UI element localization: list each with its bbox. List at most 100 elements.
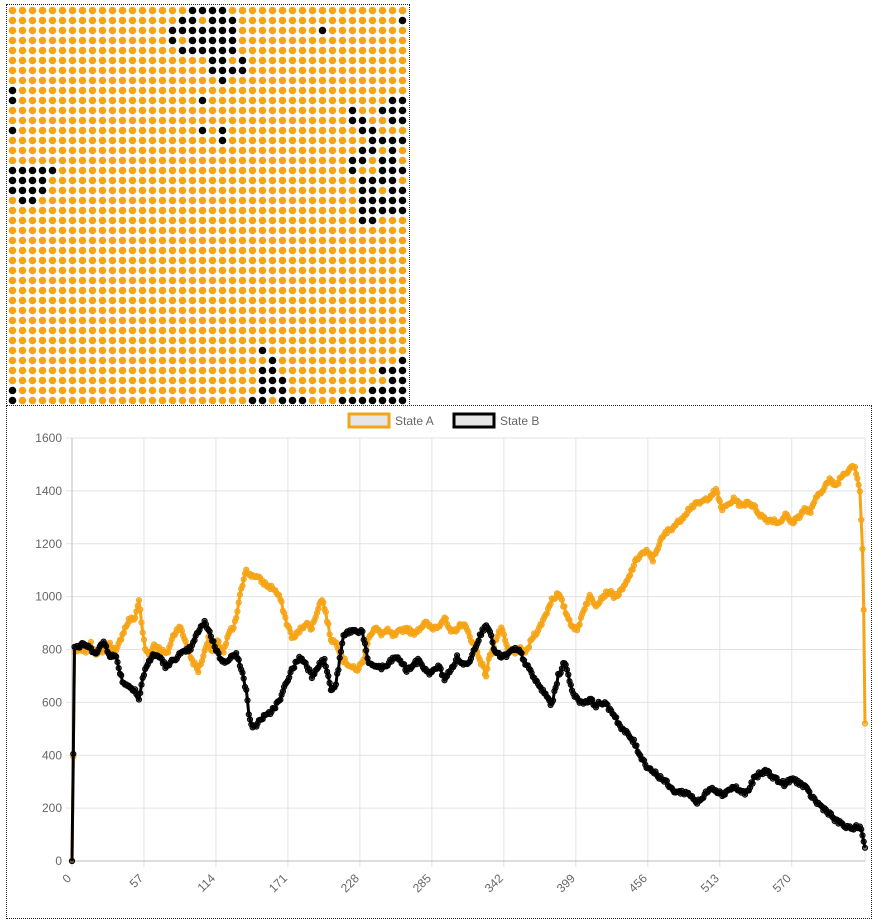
data-point[interactable]: [547, 601, 554, 608]
data-point[interactable]: [215, 638, 222, 645]
data-point[interactable]: [138, 619, 145, 626]
data-point[interactable]: [235, 599, 242, 606]
data-point[interactable]: [320, 599, 327, 606]
data-point[interactable]: [483, 673, 490, 680]
data-point[interactable]: [325, 620, 332, 627]
data-point[interactable]: [567, 681, 574, 688]
data-point[interactable]: [132, 614, 139, 622]
data-point[interactable]: [339, 640, 346, 647]
data-point[interactable]: [278, 598, 285, 605]
data-point[interactable]: [627, 572, 634, 579]
data-point[interactable]: [584, 600, 591, 608]
data-point[interactable]: [240, 576, 247, 583]
data-point[interactable]: [239, 582, 246, 589]
data-point[interactable]: [230, 624, 237, 631]
data-point[interactable]: [206, 628, 213, 635]
data-point[interactable]: [859, 832, 866, 839]
data-point[interactable]: [70, 750, 77, 757]
data-point[interactable]: [860, 606, 867, 613]
data-point[interactable]: [861, 720, 869, 727]
data-point[interactable]: [860, 838, 867, 845]
data-point[interactable]: [630, 562, 638, 569]
data-point[interactable]: [442, 615, 449, 622]
data-point[interactable]: [287, 629, 294, 636]
data-point[interactable]: [807, 509, 814, 516]
data-point[interactable]: [858, 516, 865, 524]
data-point[interactable]: [859, 545, 866, 553]
data-point[interactable]: [272, 705, 279, 712]
data-point[interactable]: [858, 826, 865, 833]
data-point[interactable]: [359, 628, 366, 635]
data-point[interactable]: [233, 650, 240, 657]
data-point[interactable]: [210, 638, 217, 645]
data-point[interactable]: [140, 636, 148, 643]
data-point[interactable]: [475, 637, 482, 644]
data-point[interactable]: [563, 666, 571, 673]
data-point[interactable]: [233, 614, 240, 622]
data-point[interactable]: [714, 489, 721, 496]
data-point[interactable]: [308, 625, 315, 632]
data-point[interactable]: [137, 690, 144, 697]
data-point[interactable]: [613, 714, 620, 721]
data-point[interactable]: [566, 616, 573, 624]
data-point[interactable]: [484, 665, 491, 672]
data-point[interactable]: [291, 664, 298, 671]
data-point[interactable]: [200, 653, 207, 660]
data-point[interactable]: [240, 675, 247, 682]
data-point[interactable]: [851, 464, 859, 471]
data-point[interactable]: [243, 686, 250, 693]
data-point[interactable]: [220, 649, 227, 656]
legend-swatch-state-b[interactable]: [452, 412, 496, 429]
data-point[interactable]: [223, 640, 230, 647]
data-point[interactable]: [337, 648, 345, 655]
data-point[interactable]: [558, 596, 566, 603]
data-point[interactable]: [239, 669, 246, 676]
data-point[interactable]: [321, 655, 328, 663]
data-point[interactable]: [576, 621, 583, 628]
data-point[interactable]: [488, 632, 495, 639]
data-point[interactable]: [562, 661, 569, 668]
data-point[interactable]: [361, 640, 369, 647]
data-point[interactable]: [277, 696, 284, 703]
data-point[interactable]: [855, 481, 862, 488]
data-point[interactable]: [182, 638, 189, 645]
data-point[interactable]: [553, 680, 561, 687]
data-point[interactable]: [861, 844, 869, 851]
data-point[interactable]: [235, 656, 242, 663]
data-point[interactable]: [137, 606, 144, 613]
data-point[interactable]: [215, 650, 222, 657]
data-point[interactable]: [138, 681, 145, 688]
data-point[interactable]: [103, 643, 110, 650]
data-point[interactable]: [581, 605, 588, 613]
data-point[interactable]: [245, 711, 252, 718]
data-point[interactable]: [322, 608, 329, 615]
data-point[interactable]: [68, 857, 76, 865]
data-point[interactable]: [140, 672, 148, 679]
data-point[interactable]: [322, 663, 329, 670]
data-point[interactable]: [326, 631, 333, 638]
legend-label[interactable]: State A: [395, 414, 434, 428]
data-point[interactable]: [561, 603, 568, 610]
legend-swatch-state-a[interactable]: [347, 412, 391, 429]
data-point[interactable]: [589, 696, 596, 703]
data-point[interactable]: [550, 697, 557, 704]
data-point[interactable]: [115, 665, 122, 672]
data-point[interactable]: [478, 632, 485, 639]
data-point[interactable]: [716, 498, 723, 505]
data-point[interactable]: [749, 780, 756, 787]
data-point[interactable]: [335, 666, 342, 673]
data-point[interactable]: [565, 671, 572, 678]
data-point[interactable]: [326, 679, 333, 687]
data-point[interactable]: [500, 631, 507, 638]
data-point[interactable]: [118, 672, 125, 679]
data-point[interactable]: [135, 696, 142, 703]
data-point[interactable]: [325, 672, 332, 680]
data-point[interactable]: [854, 475, 861, 482]
data-point[interactable]: [633, 742, 640, 749]
data-point[interactable]: [526, 644, 533, 651]
data-point[interactable]: [244, 697, 251, 704]
data-point[interactable]: [363, 647, 370, 654]
data-point[interactable]: [113, 653, 120, 660]
data-point[interactable]: [286, 674, 293, 681]
data-point[interactable]: [114, 659, 121, 666]
